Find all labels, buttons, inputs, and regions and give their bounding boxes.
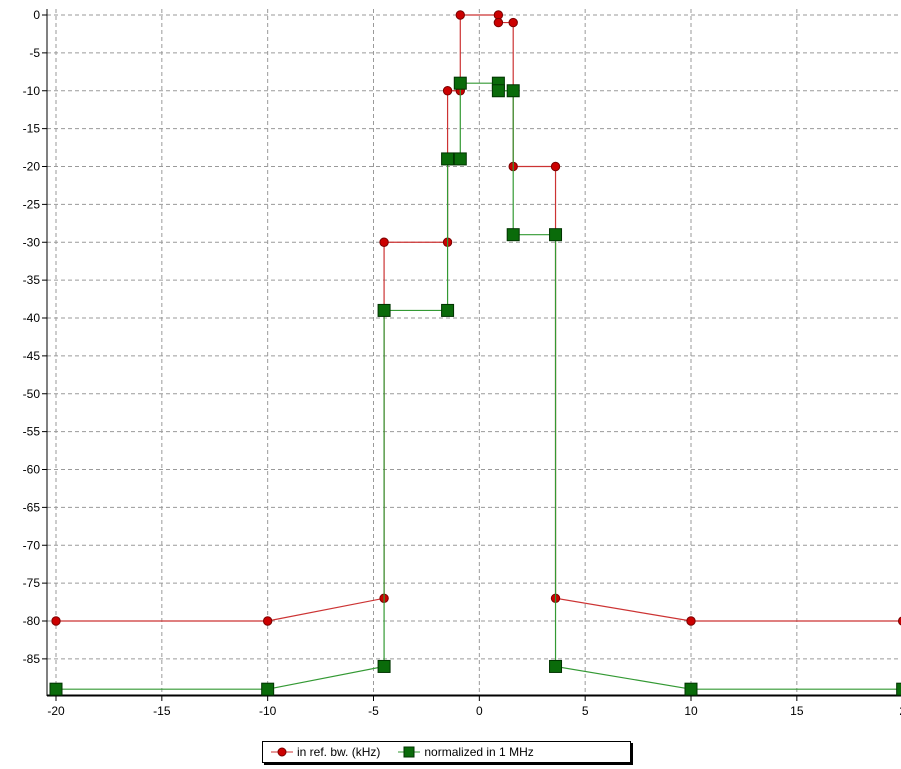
y-tick-label: -60 xyxy=(23,463,41,477)
data-point-circle xyxy=(509,18,517,26)
data-point-square xyxy=(550,660,562,672)
y-tick-label: -55 xyxy=(23,425,41,439)
data-point-square xyxy=(550,229,562,241)
y-tick-label: -70 xyxy=(23,538,41,552)
series-line-2 xyxy=(56,83,901,689)
data-point-square xyxy=(378,304,390,316)
data-point-square xyxy=(507,85,519,97)
y-tick-label: -30 xyxy=(23,235,41,249)
y-tick-label: -40 xyxy=(23,311,41,325)
x-tick-label: 15 xyxy=(790,704,804,718)
data-point-square xyxy=(685,683,697,695)
y-tick-label: -85 xyxy=(23,652,41,666)
x-tick-label: -5 xyxy=(368,704,379,718)
y-tick-label: -80 xyxy=(23,614,41,628)
data-point-square xyxy=(378,660,390,672)
x-tick-label: -10 xyxy=(259,704,277,718)
data-point-square xyxy=(442,304,454,316)
data-point-circle xyxy=(52,617,60,625)
data-point-square xyxy=(897,683,901,695)
y-tick-label: -5 xyxy=(29,46,40,60)
data-point-square xyxy=(492,85,504,97)
x-tick-label: 5 xyxy=(582,704,589,718)
data-point-circle xyxy=(551,162,559,170)
y-tick-label: -10 xyxy=(23,84,41,98)
data-point-square xyxy=(442,153,454,165)
y-tick-label: -65 xyxy=(23,500,41,514)
data-point-circle xyxy=(380,238,388,246)
legend-label-normalized: normalized in 1 MHz xyxy=(424,745,533,759)
y-tick-label: -45 xyxy=(23,349,41,363)
legend-item-normalized: normalized in 1 MHz xyxy=(398,745,533,759)
data-point-circle xyxy=(687,617,695,625)
x-tick-label: 10 xyxy=(684,704,698,718)
legend-square-marker-icon xyxy=(398,746,420,758)
data-point-square xyxy=(454,153,466,165)
y-tick-label: -20 xyxy=(23,160,41,174)
x-tick-label: -15 xyxy=(153,704,171,718)
legend: in ref. bw. (kHz) normalized in 1 MHz xyxy=(262,741,631,763)
data-point-circle xyxy=(443,87,451,95)
x-tick-label: 0 xyxy=(476,704,483,718)
data-point-square xyxy=(454,77,466,89)
y-tick-label: -75 xyxy=(23,576,41,590)
data-point-circle xyxy=(456,11,464,19)
data-point-square xyxy=(262,683,274,695)
y-tick-label: 0 xyxy=(33,8,40,22)
legend-circle-marker-icon xyxy=(271,746,293,758)
x-tick-label: -20 xyxy=(47,704,65,718)
y-tick-label: -15 xyxy=(23,122,41,136)
data-point-circle xyxy=(494,18,502,26)
legend-label-ref-bw: in ref. bw. (kHz) xyxy=(297,745,380,759)
y-tick-label: -35 xyxy=(23,273,41,287)
data-point-square xyxy=(507,229,519,241)
data-point-circle xyxy=(263,617,271,625)
legend-item-ref-bw: in ref. bw. (kHz) xyxy=(271,745,380,759)
y-tick-label: -50 xyxy=(23,387,41,401)
data-point-square xyxy=(50,683,62,695)
y-tick-label: -25 xyxy=(23,197,41,211)
